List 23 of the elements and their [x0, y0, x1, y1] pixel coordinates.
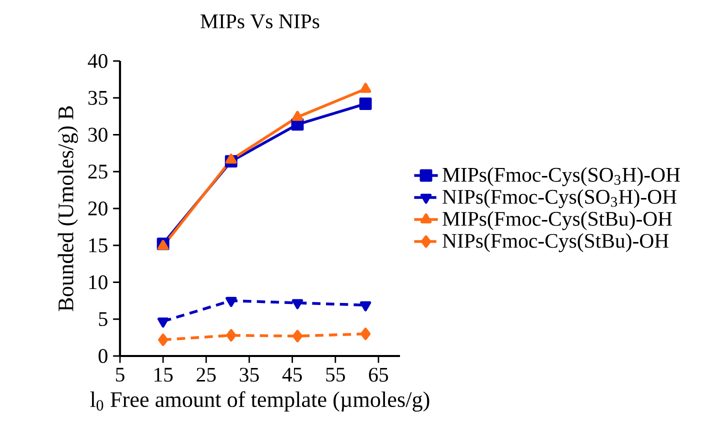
- y-tick-label: 30: [88, 128, 108, 142]
- x-tick-label: 45: [282, 368, 302, 382]
- x-tick-label: 15: [154, 368, 173, 382]
- y-tick-label: 35: [88, 90, 108, 105]
- y-tick-label: 20: [88, 201, 108, 216]
- y-tick-label: 5: [99, 312, 108, 326]
- y-tick-label: 15: [89, 238, 108, 252]
- y-tick-label: 25: [88, 164, 108, 179]
- legend-label: MIPs(Fmoc-Cys(SO$_{3}$H)-OH: [442, 167, 680, 186]
- y-axis-title: Bounded (Umoles/g) B: [58, 106, 78, 312]
- legend-label: NIPs(Fmoc-Cys(StBu)-OH: [442, 233, 669, 252]
- x-tick-label: 55: [326, 368, 345, 382]
- chart-title: MIPs Vs NIPs: [200, 14, 320, 28]
- x-tick-label: 25: [196, 368, 216, 382]
- x-tick-label: 35: [240, 368, 259, 382]
- legend-label: NIPs(Fmoc-Cys(SO$_{3}$H)-OH: [442, 189, 676, 208]
- y-tick-label: 0: [98, 349, 108, 363]
- x-tick-label: 65: [368, 368, 388, 382]
- y-tick-label: 10: [89, 275, 108, 290]
- y-tick-label: 40: [88, 54, 108, 68]
- legend-label: MIPs(Fmoc-Cys(StBu)-OH: [442, 211, 672, 230]
- x-axis-title: l$_{0}$ Free amount of template (µmoles/g): [90, 391, 430, 412]
- x-tick-label: 5: [116, 368, 124, 382]
